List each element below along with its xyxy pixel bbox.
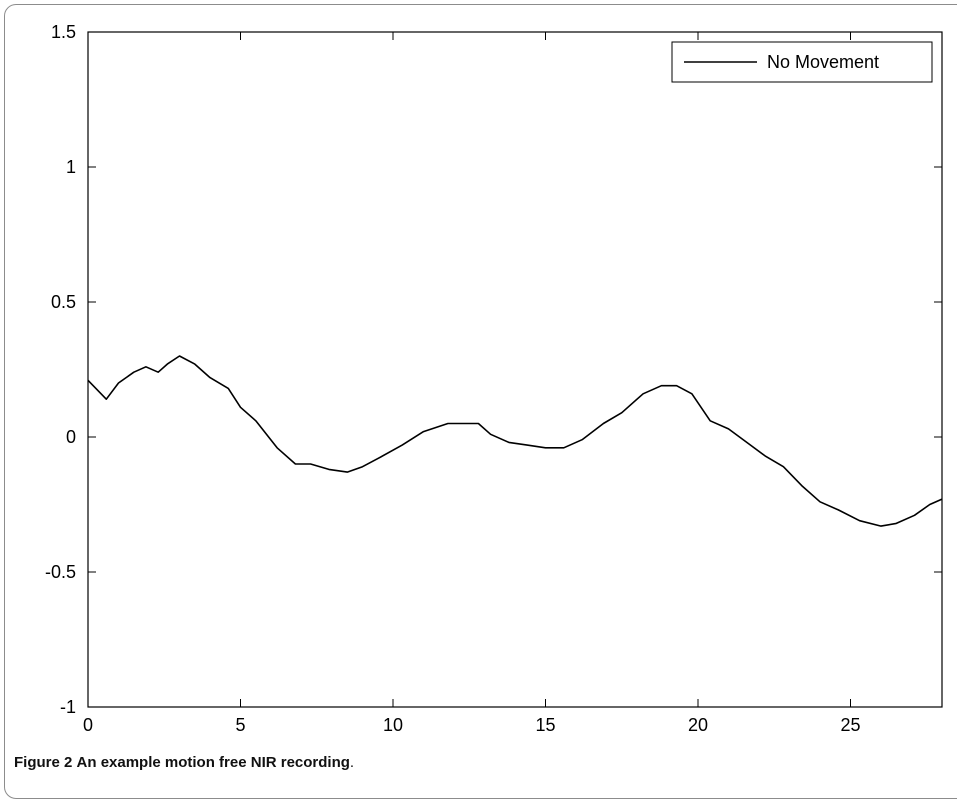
x-tick-label: 5 <box>235 715 245 735</box>
y-tick-label: -0.5 <box>45 562 76 582</box>
x-tick-label: 15 <box>535 715 555 735</box>
axes-box <box>87 31 943 708</box>
figure-caption: Figure 2 An example motion free NIR reco… <box>14 754 354 771</box>
series-line-no-movement <box>87 355 943 527</box>
plot-area: 0 5 10 15 20 25 -1 -0.5 0 0.5 1 1.5 No Movement <box>45 22 943 735</box>
caption-text: An example motion free NIR recording <box>76 754 350 771</box>
caption-label: Figure 2 <box>14 754 73 771</box>
y-tick-label: 0 <box>66 427 76 447</box>
x-tick-label: 10 <box>383 715 403 735</box>
x-tick-label: 25 <box>840 715 860 735</box>
x-tick-label: 0 <box>83 715 93 735</box>
y-tick-label: 1.5 <box>51 22 76 42</box>
caption-period: . <box>349 754 355 771</box>
y-tick-label: 0.5 <box>51 292 76 312</box>
x-tick-label: 20 <box>688 715 708 735</box>
line-chart: 0 5 10 15 20 25 -1 -0.5 0 0.5 1 1.5 No Movement <box>45 22 943 735</box>
legend-label: No Movement <box>767 52 879 72</box>
y-tick-label: 1 <box>66 157 76 177</box>
y-tick-label: -1 <box>60 697 76 717</box>
